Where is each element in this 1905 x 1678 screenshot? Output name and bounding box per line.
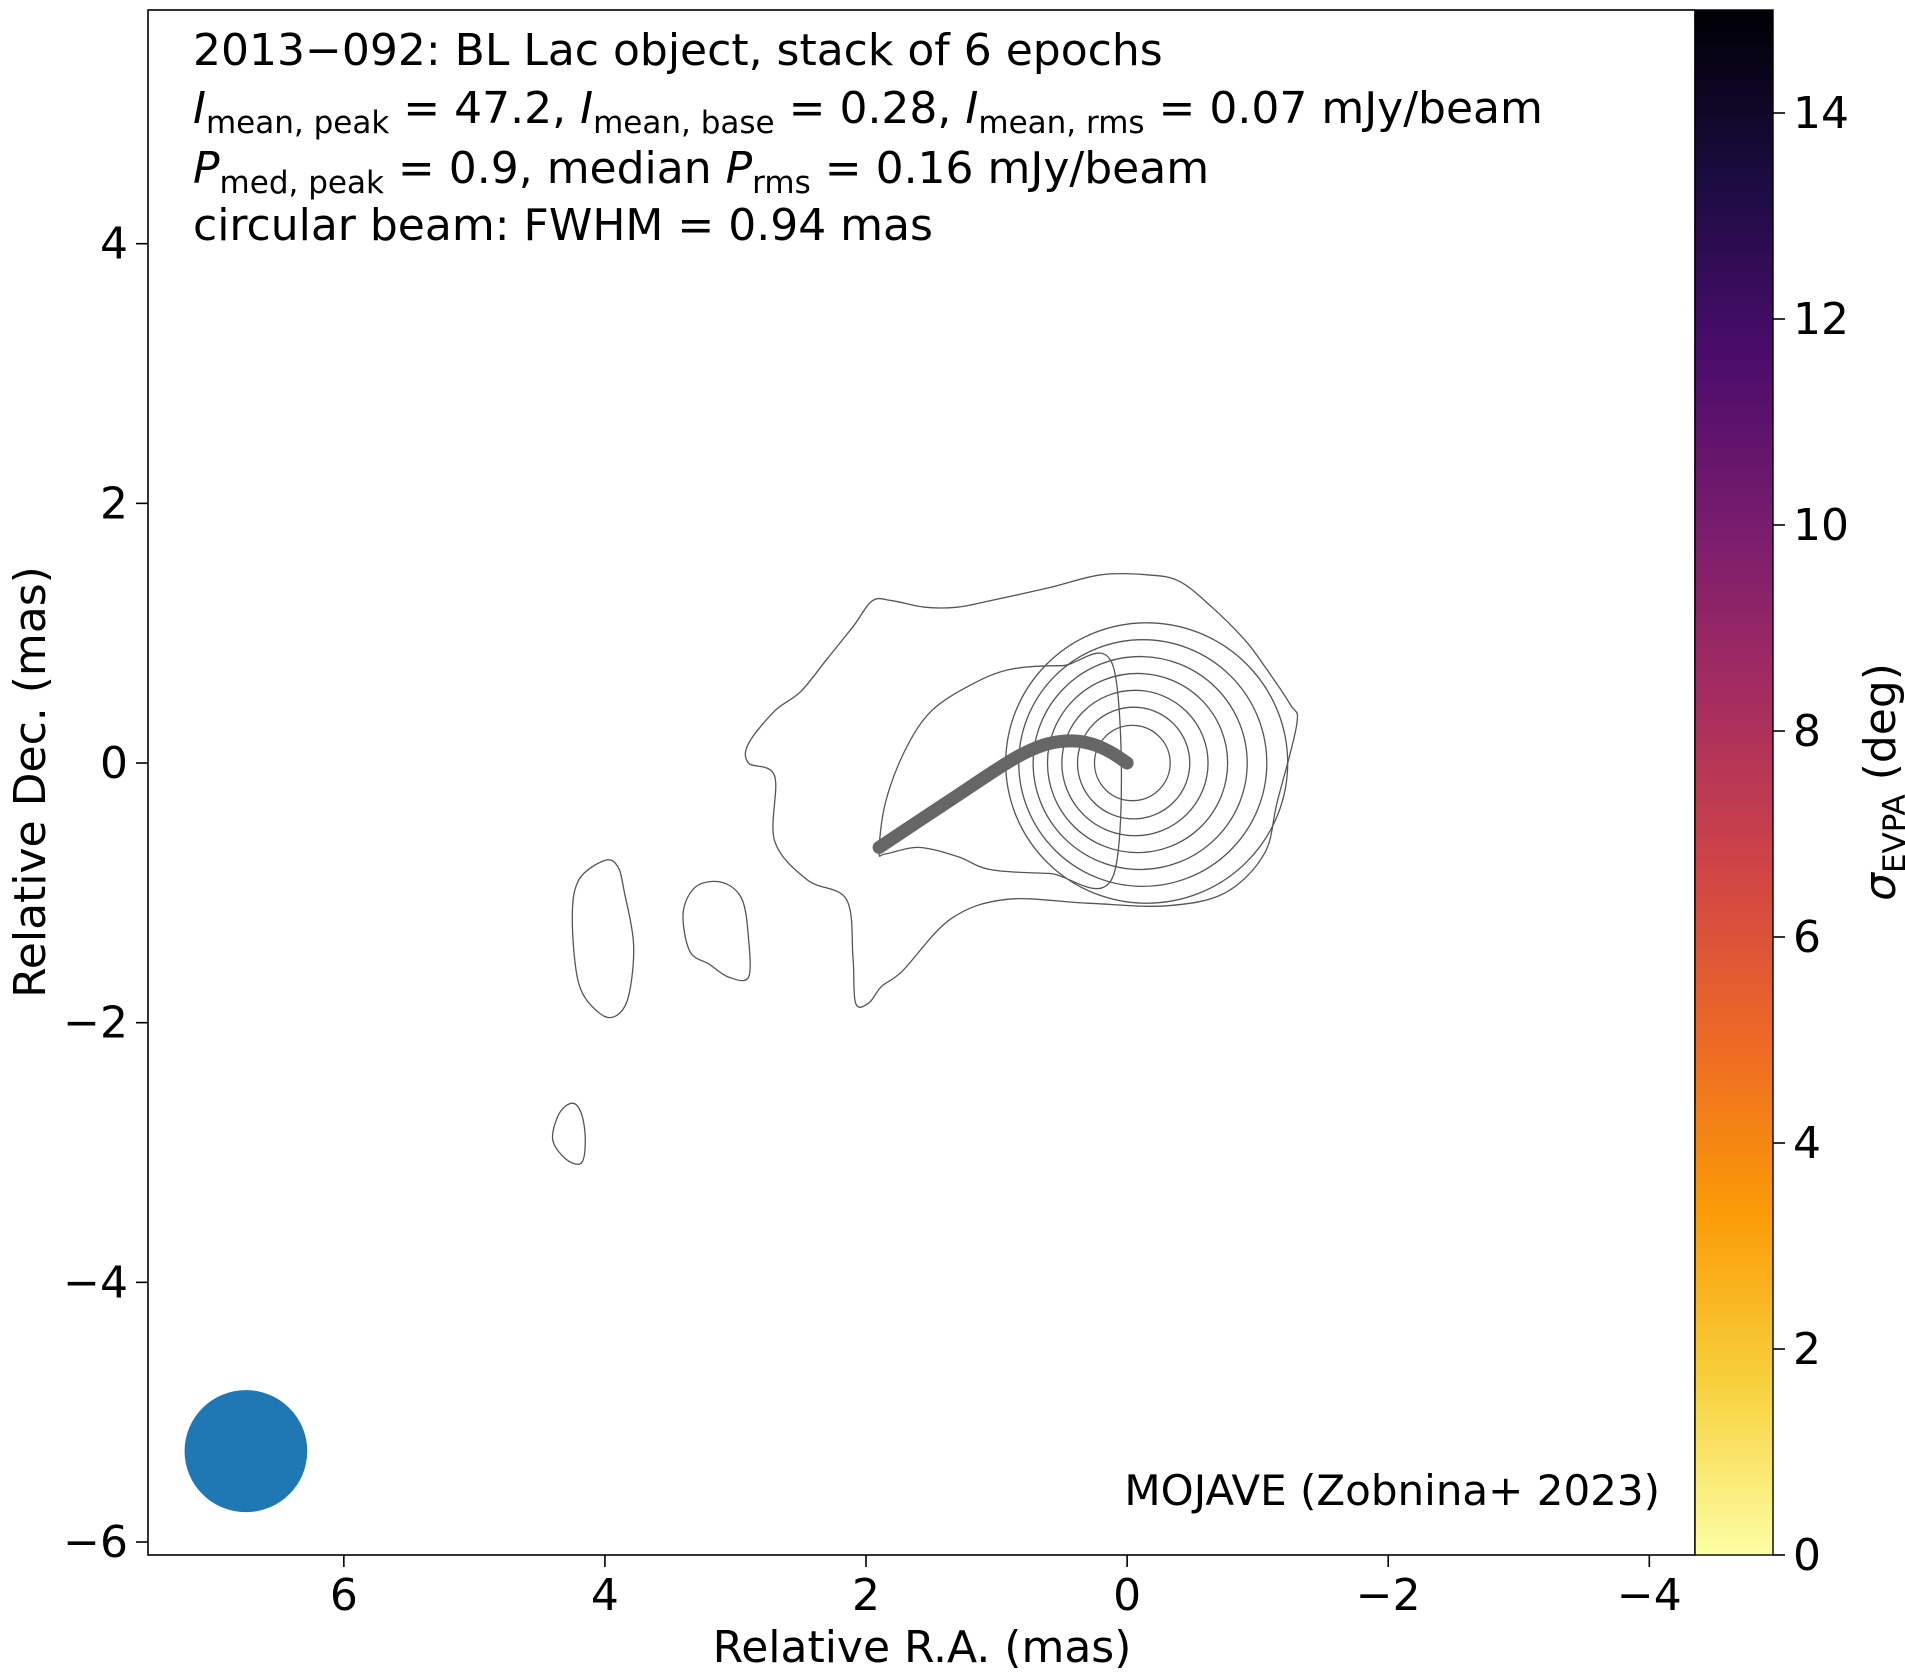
axes: 6 4 2 0 −2 −4 4 2 0 −2 −4 −6 <box>63 219 1682 1621</box>
x-tick-label: 6 <box>330 1570 358 1621</box>
title-segment: rms <box>752 165 811 201</box>
x-tick-label: −2 <box>1356 1570 1421 1621</box>
x-tick-label: 2 <box>852 1570 880 1621</box>
colorbar-tick-label: 8 <box>1793 706 1821 757</box>
colorbar-label-symbol: σ <box>1855 872 1905 901</box>
title-segment: = 0.9, median <box>384 143 726 194</box>
colorbar-tick-label: 14 <box>1793 88 1849 139</box>
colorbar: 0 2 4 6 8 10 12 14 σEVPA (deg) <box>1694 9 1905 1581</box>
title-segment: = 0.07 mJy/beam <box>1145 83 1543 134</box>
contour-core-6 <box>1076 706 1191 820</box>
credit-label: MOJAVE (Zobnina+ 2023) <box>1124 1466 1660 1515</box>
colorbar-tick-label: 12 <box>1793 294 1849 345</box>
title-segment: = 47.2, <box>389 83 580 134</box>
y-tick-label: 4 <box>100 219 128 270</box>
contour-core-5 <box>1061 689 1209 837</box>
plot-background <box>148 10 1695 1555</box>
colorbar-tick-label: 10 <box>1793 500 1849 551</box>
y-tick-label: −4 <box>63 1257 128 1308</box>
colorbar-gradient <box>1694 9 1774 1556</box>
colorbar-tick-label: 4 <box>1793 1118 1821 1169</box>
title-segment: I <box>193 83 206 134</box>
title-line-1: 2013−092: BL Lac object, stack of 6 epoc… <box>193 25 1163 76</box>
title-line-2: Imean, peak = 47.2, Imean, base = 0.28, … <box>193 83 1543 141</box>
title-segment: = 0.16 mJy/beam <box>811 143 1209 194</box>
y-tick-label: −6 <box>63 1517 128 1568</box>
y-tick-label: −2 <box>63 998 128 1049</box>
contour-core-3 <box>1032 655 1248 871</box>
title-segment: mean, peak <box>206 105 389 141</box>
plot-area <box>184 572 1299 1513</box>
title-block: 2013−092: BL Lac object, stack of 6 epoc… <box>193 25 1543 251</box>
title-segment: P <box>726 143 753 194</box>
contour-core-7 <box>1093 724 1171 802</box>
title-segment: I <box>580 83 593 134</box>
x-axis-label: Relative R.A. (mas) <box>713 1622 1132 1673</box>
contour-island-2 <box>682 880 751 982</box>
title-segment: mean, base <box>593 105 775 141</box>
title-segment: = 0.28, <box>775 83 966 134</box>
colorbar-tick-label: 2 <box>1793 1324 1821 1375</box>
beam-ellipse <box>184 1390 308 1513</box>
contour-island-1 <box>571 859 635 1019</box>
y-tick-label: 0 <box>100 738 128 789</box>
contour-outer <box>744 572 1299 1008</box>
colorbar-tick-label: 6 <box>1793 912 1821 963</box>
x-tick-label: 4 <box>591 1570 619 1621</box>
x-tick-label: −4 <box>1617 1570 1682 1621</box>
colorbar-label-sub: EVPA <box>1877 794 1905 873</box>
y-axis-label: Relative Dec. (mas) <box>5 566 56 998</box>
contour-core-4 <box>1046 672 1229 854</box>
title-line-3: Pmed, peak = 0.9, median Prms = 0.16 mJy… <box>193 143 1209 201</box>
x-tick-label: 0 <box>1113 1570 1141 1621</box>
title-line-4: circular beam: FWHM = 0.94 mas <box>193 200 933 251</box>
colorbar-label-unit: (deg) <box>1855 663 1905 794</box>
ridgeline <box>872 734 1134 854</box>
y-tick-label: 2 <box>100 478 128 529</box>
contour-island-3 <box>551 1102 586 1165</box>
title-segment: mean, rms <box>978 105 1144 141</box>
colorbar-tick-label: 0 <box>1793 1530 1821 1581</box>
title-segment: P <box>193 143 220 194</box>
title-segment: I <box>965 83 978 134</box>
contour-inner-lobe <box>878 652 1123 890</box>
colorbar-label: σEVPA (deg) <box>1855 663 1905 901</box>
title-segment: med, peak <box>220 165 384 201</box>
